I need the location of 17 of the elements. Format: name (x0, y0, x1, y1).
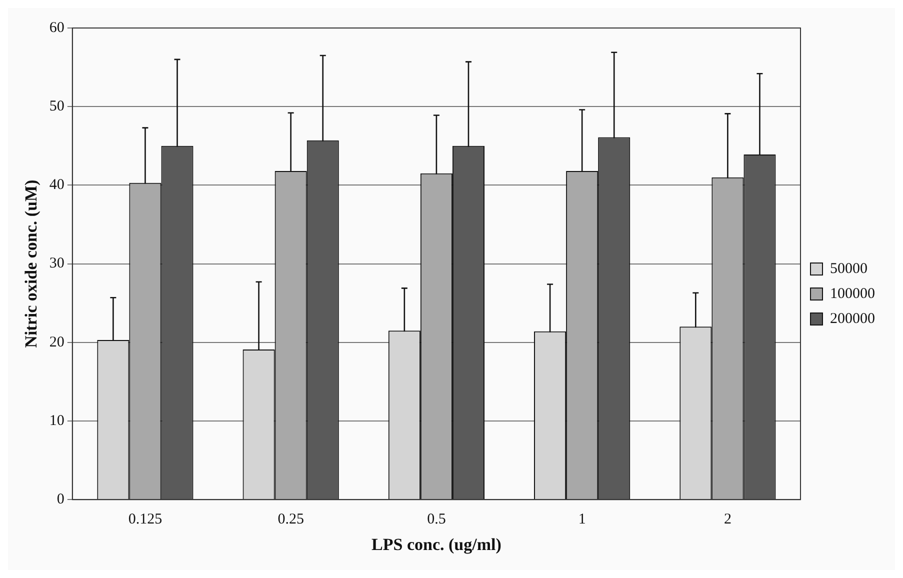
x-tick-label: 0.25 (278, 512, 304, 528)
y-tick-label: 30 (49, 256, 64, 272)
y-tick-label: 10 (49, 412, 64, 429)
legend-label: 50000 (830, 260, 868, 277)
x-axis-title: LPS conc. (ug/ml) (372, 535, 502, 554)
y-tick-label: 50 (49, 98, 64, 115)
x-tick-label: 0.5 (427, 512, 446, 528)
y-tick-label: 0 (56, 492, 64, 508)
y-tick-label: 20 (49, 334, 64, 350)
legend-label: 100000 (830, 286, 875, 302)
y-tick-label: 60 (49, 20, 64, 36)
y-tick-label: 40 (49, 177, 64, 194)
x-tick-label: 1 (578, 512, 586, 528)
y-axis-title: Nitric oxide conc. (uM) (22, 180, 41, 348)
x-tick-label: 2 (724, 512, 732, 528)
x-tick-label: 0.125 (128, 512, 162, 528)
legend-label: 200000 (830, 310, 875, 327)
